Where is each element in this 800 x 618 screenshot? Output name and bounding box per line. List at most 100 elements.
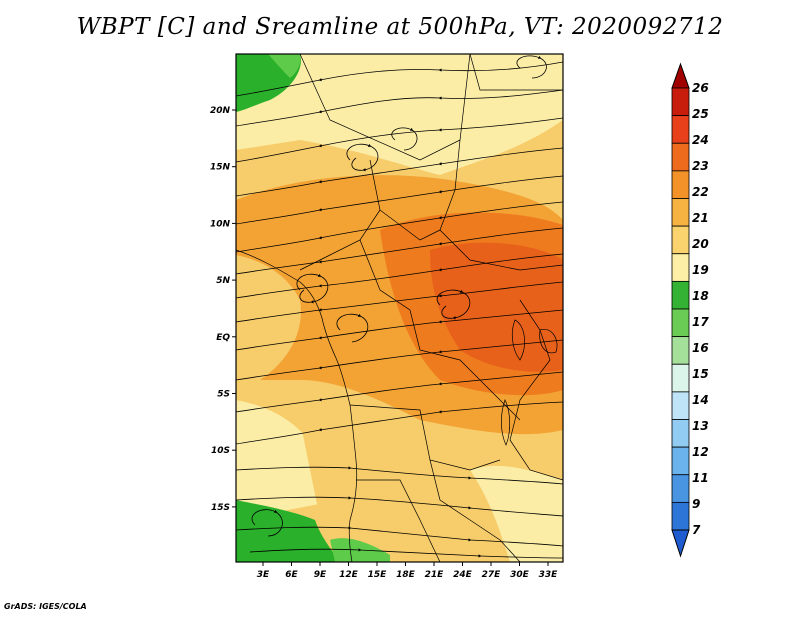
streamline [236,466,563,485]
streamline [236,227,563,275]
colorbar-swatch [671,198,690,227]
colorbar-label: 16 [692,341,709,355]
map-plot-area [236,54,563,562]
lake [511,319,525,361]
border [299,54,471,161]
lon-tick-label: 6E [285,570,298,580]
border [359,239,421,351]
colorbar-label: 22 [692,185,709,199]
streamline-eddy [251,509,283,537]
lake [539,328,558,354]
map-title: WBPT [C] and Sreamline at 500hPa, VT: 20… [76,14,724,40]
colorbar-label: 7 [692,523,701,537]
streamline-eddy [516,55,547,79]
lat-tick-label: 15N [210,163,231,173]
lon-tick-label: 33E [539,570,559,580]
streamline-eddy [346,143,379,172]
streamline-eddy [391,127,418,151]
colorbar-top-arrow [671,62,690,89]
colorbar-label: 24 [692,133,709,147]
streamline [236,117,563,163]
field-south-pale-yellow [236,400,340,520]
streamline [236,147,563,197]
longitude-axis: 3E 6E 9E 12E 15E 18E 21E 24E 27E 30E 33E [257,562,558,580]
colorbar-swatch [671,419,690,448]
lon-tick-label: 18E [396,570,416,580]
colorbar-label: 12 [692,445,709,459]
streamline [236,371,563,413]
lat-tick-label: EQ [216,333,230,343]
border [356,479,441,562]
lake [501,399,510,446]
field-north-pale-yellow [236,54,563,175]
colorbar-swatch [671,253,690,282]
border [379,209,441,241]
lat-tick-label: 5N [216,276,230,286]
colorbar-label: 20 [692,237,709,251]
colorbar-swatch [671,225,690,255]
colorbar-swatch [671,336,690,365]
lat-tick-label: 5S [217,390,230,400]
colorbar-label: 9 [692,497,700,511]
lon-tick-label: 9E [314,570,327,580]
lon-tick-label: 27E [482,570,502,580]
colorbar-label: 11 [692,471,709,485]
lat-tick-label: 15S [211,503,230,513]
lon-tick-label: 30E [510,570,530,580]
lat-tick-label: 10S [211,446,230,456]
colorbar-swatch [671,142,690,172]
colorbar-label: 14 [692,393,709,407]
streamline [236,309,563,351]
colorbar-label: 23 [692,159,709,173]
streamline [236,89,563,127]
colorbar-label: 18 [692,289,709,303]
field-southwest-green [236,500,340,562]
border [429,459,521,562]
streamline [236,401,563,445]
field-southeast-pale-yellow [470,465,563,562]
streamline [236,253,563,299]
streamline-layer [236,55,563,559]
colorbar-swatch [671,170,690,199]
colorbar-label: 25 [692,107,709,121]
field-west-light-orange [236,255,301,385]
colorbar-label: 19 [692,263,709,277]
map-frame [235,53,564,563]
field-northwest-light-green [268,54,301,78]
country-boundaries [236,54,563,562]
lon-tick-label: 3E [257,570,270,580]
border [469,54,563,91]
colorbar-swatch [671,501,690,531]
streamline [249,548,563,559]
lon-tick-label: 21E [425,570,445,580]
colorbar-label: 15 [692,367,709,381]
colorbar-swatch [671,87,690,117]
streamline [236,61,563,97]
colorbar-label: 21 [692,211,709,225]
credit-label: GrADS: IGES/COLA [4,602,87,611]
colorbar-swatch [671,363,690,393]
colorbar-swatch [671,391,690,420]
colorbar-swatch [671,280,690,310]
streamline-eddy [296,273,329,304]
colorbar-swatch [671,308,690,338]
streamline [236,201,563,253]
colorbar-label: 13 [692,419,709,433]
colorbar-label: 17 [692,315,709,329]
colorbar-swatch [671,474,690,503]
border [419,349,521,421]
lat-tick-label: 20N [210,106,231,116]
lon-tick-label: 15E [368,570,388,580]
streamline [236,175,563,225]
lon-tick-label: 12E [339,570,359,580]
lat-tick-label: 10N [210,219,231,229]
colorbar-label: 26 [692,81,709,95]
lon-tick-label: 24E [453,570,473,580]
colorbar-bottom-arrow [671,529,690,558]
streamline [236,496,563,517]
colorbar: 26 25 24 23 22 21 20 19 18 17 16 15 14 13 12 11 9 7 [671,62,709,558]
border [439,139,563,271]
coastline [236,249,358,562]
streamline [236,339,563,381]
